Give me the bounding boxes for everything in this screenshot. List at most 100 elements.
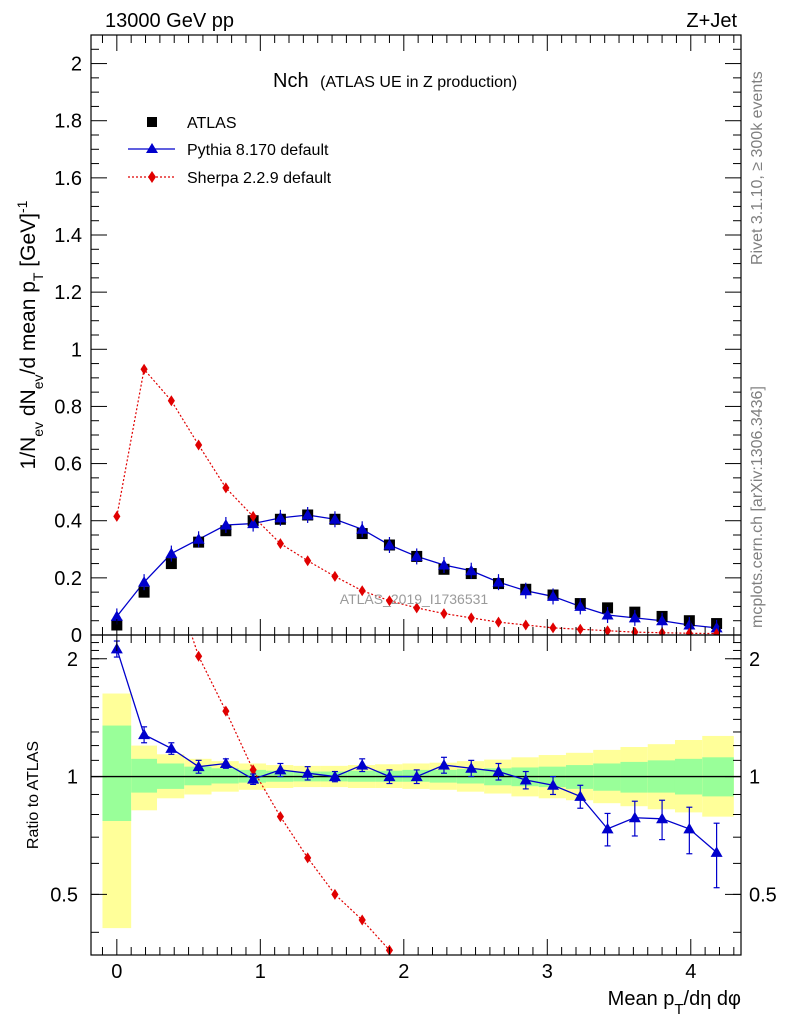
sherpa-ratio-point bbox=[113, 350, 120, 361]
pythia-ratio-point bbox=[519, 773, 532, 785]
ratio-y-tick-label: 0.5 bbox=[50, 884, 78, 906]
axes-group: 00.20.40.60.811.21.41.61.820.5 0.51 12 20 1 2… bbox=[50, 34, 777, 983]
process-title: Z+Jet bbox=[686, 10, 737, 32]
sherpa-ratio-point bbox=[276, 811, 284, 823]
pythia-ratio-point bbox=[628, 811, 641, 823]
analysis-watermark: ATLAS_2019_I1736531 bbox=[340, 591, 489, 607]
sherpa-ratio-point bbox=[249, 764, 257, 776]
plot-subtitle: (ATLAS UE in Z production) bbox=[320, 74, 517, 91]
sherpa-point bbox=[549, 622, 557, 634]
pythia-ratio-point bbox=[465, 762, 478, 773]
x-tick-label: 3 bbox=[542, 961, 553, 983]
main-y-tick-label: 1 bbox=[71, 339, 82, 361]
main-series-group bbox=[110, 363, 723, 635]
x-tick-label: 0 bbox=[111, 961, 122, 983]
sherpa-point bbox=[113, 510, 121, 522]
pythia-ratio-point bbox=[383, 770, 396, 782]
pythia-ratio-point bbox=[165, 742, 178, 753]
sherpa-ratio-point bbox=[331, 888, 339, 900]
sherpa-point bbox=[713, 628, 721, 635]
pythia-ratio-point bbox=[710, 846, 723, 857]
legend-marker-atlas bbox=[147, 117, 157, 127]
energy-title: 13000 GeV pp bbox=[105, 10, 234, 32]
sherpa-point bbox=[413, 602, 421, 614]
green-band-bin bbox=[211, 768, 239, 784]
legend: ATLAS Pythia 8.170 default Sherpa 2.2.9 … bbox=[128, 115, 332, 187]
pythia-ratio-point bbox=[656, 812, 669, 824]
pythia-ratio-point bbox=[356, 759, 369, 770]
sherpa-point bbox=[276, 538, 284, 550]
main-y-tick-label: 2 bbox=[71, 54, 82, 76]
pythia-ratio-point bbox=[328, 770, 341, 782]
sherpa-point bbox=[522, 619, 530, 631]
sherpa-ratio-point bbox=[222, 705, 230, 717]
x-tick-label: 1 bbox=[255, 961, 266, 983]
ratio-y-tick-label: 2 bbox=[67, 649, 78, 671]
pythia-ratio-point bbox=[601, 822, 614, 834]
sherpa-point bbox=[603, 625, 612, 635]
green-band-bin bbox=[102, 725, 132, 821]
pythia-ratio-point bbox=[219, 757, 232, 768]
pythia-ratio-point bbox=[192, 760, 205, 772]
ratio-uncertainty-bands bbox=[91, 693, 741, 929]
main-y-tick-label: 1.2 bbox=[54, 282, 82, 304]
sherpa-point bbox=[631, 626, 639, 635]
main-y-tick-label: 0.6 bbox=[54, 454, 82, 476]
green-band-bin bbox=[620, 761, 648, 793]
main-y-tick-label: 1.6 bbox=[54, 168, 82, 190]
sherpa-ratio-point bbox=[358, 914, 366, 926]
atlas-point bbox=[138, 586, 150, 598]
sherpa-point bbox=[140, 363, 148, 375]
pythia-ratio-point bbox=[410, 770, 423, 782]
pythia-ratio-point bbox=[247, 773, 260, 784]
pythia-ratio-point bbox=[574, 790, 587, 801]
legend-label-sherpa: Sherpa 2.2.9 default bbox=[187, 170, 332, 187]
atlas-point bbox=[165, 558, 177, 570]
green-band-bin bbox=[131, 758, 158, 793]
main-y-tick-label: 1.4 bbox=[54, 225, 82, 247]
sherpa-point bbox=[494, 616, 503, 628]
sherpa-ratio-point bbox=[168, 569, 175, 580]
sherpa-line bbox=[116, 367, 717, 635]
ratio-frame bbox=[90, 634, 742, 956]
ratio-series-group bbox=[110, 350, 723, 955]
sherpa-point bbox=[385, 595, 394, 607]
sherpa-point bbox=[304, 555, 312, 567]
sherpa-ratio-point bbox=[141, 461, 148, 472]
main-y-tick-label: 0.2 bbox=[54, 568, 82, 590]
pythia-ratio-point bbox=[437, 759, 450, 770]
sherpa-point bbox=[222, 482, 230, 494]
main-y-tick-label: 1.8 bbox=[54, 111, 82, 133]
sherpa-ratio-point bbox=[304, 852, 312, 864]
pythia-ratio-point bbox=[301, 767, 314, 778]
x-axis-title: Mean pT/dη dφ bbox=[608, 988, 741, 1018]
x-tick-label: 4 bbox=[685, 961, 696, 983]
plot-title-group: Nch (ATLAS UE in Z production) bbox=[273, 70, 517, 92]
ratio-y-tick-label-right: 2 bbox=[749, 649, 760, 671]
ratio-y-tick-label-right: 0.5 bbox=[749, 884, 777, 906]
legend-label-atlas: ATLAS bbox=[187, 115, 237, 132]
main-y-tick-label: 0.4 bbox=[54, 511, 82, 533]
sherpa-point bbox=[440, 608, 448, 620]
mcplots-label: mcplots.cern.ch [arXiv:1306.3436] bbox=[749, 386, 766, 628]
pythia-ratio-point bbox=[547, 779, 560, 790]
sherpa-point bbox=[467, 612, 475, 624]
rivet-label: Rivet 3.1.10, ≥ 300k events bbox=[749, 71, 766, 265]
sherpa-point bbox=[576, 623, 584, 635]
sherpa-ratio-line bbox=[190, 635, 390, 951]
sherpa-ratio-point bbox=[195, 650, 203, 662]
main-y-tick-label: 0 bbox=[71, 625, 82, 647]
legend-marker-pythia bbox=[146, 143, 158, 153]
sherpa-point bbox=[358, 585, 366, 597]
x-tick-label: 2 bbox=[398, 961, 409, 983]
ratio-y-tick-label: 1 bbox=[67, 767, 78, 789]
plot-title: Nch bbox=[273, 70, 309, 92]
ratio-y-axis-title: Ratio to ATLAS bbox=[25, 741, 42, 849]
sherpa-point bbox=[195, 439, 203, 451]
main-y-axis-title: 1/Nev dNev/d mean pT [GeV]-1 bbox=[14, 200, 46, 469]
legend-marker-sherpa bbox=[148, 171, 156, 183]
main-y-tick-label: 0.8 bbox=[54, 396, 82, 418]
legend-label-pythia: Pythia 8.170 default bbox=[187, 142, 329, 159]
pythia-ratio-point bbox=[683, 822, 696, 834]
